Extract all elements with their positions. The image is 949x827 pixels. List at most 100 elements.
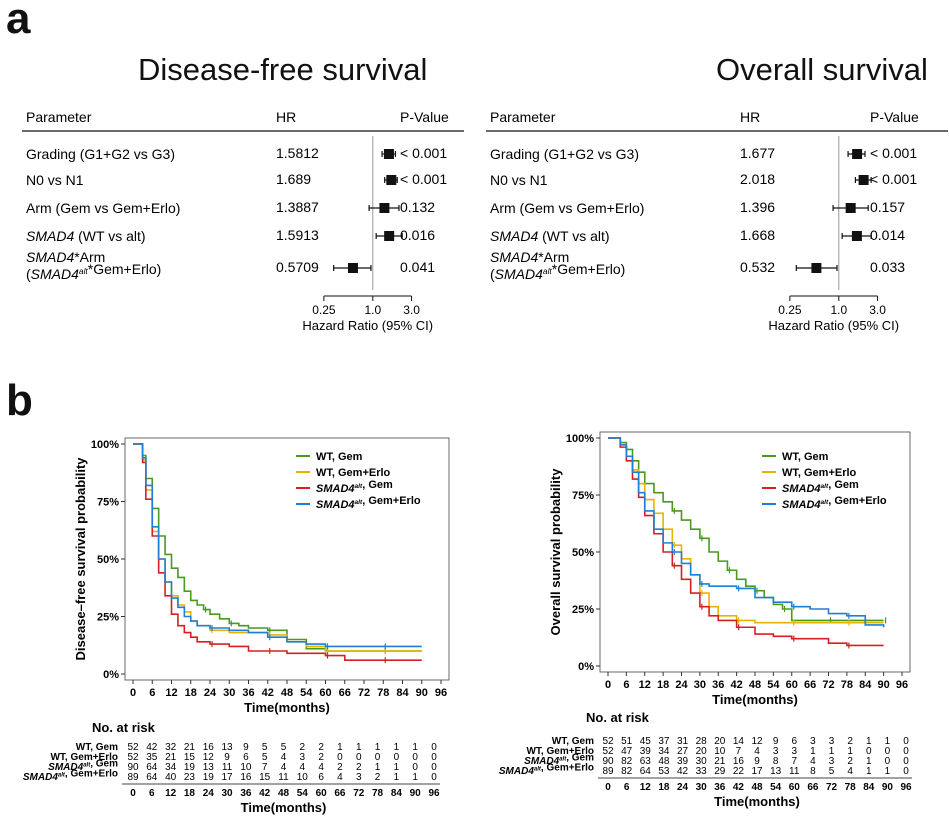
km-curve (608, 437, 884, 622)
risk-count: 30 (696, 756, 708, 767)
row-hr: 1.677 (740, 145, 775, 161)
risk-count: 11 (789, 766, 800, 777)
risk-count: 8 (810, 766, 816, 777)
risk-x-tick-label: 18 (658, 782, 670, 793)
km-x-tick-label: 24 (204, 687, 217, 699)
km-x-tick-label: 24 (675, 679, 688, 691)
risk-count: 1 (394, 772, 400, 783)
risk-x-tick-label: 90 (882, 782, 894, 793)
forest-x-label: Hazard Ratio (95% CI) (302, 318, 433, 333)
risk-x-tick-label: 60 (789, 782, 801, 793)
row-p-value: 0.014 (870, 227, 905, 243)
risk-count: 17 (751, 766, 763, 777)
km-x-tick-label: 72 (822, 679, 834, 691)
risk-count: 0 (412, 752, 418, 763)
risk-row-label: SMAD4alt, Gem (48, 759, 118, 774)
risk-count: 89 (127, 772, 139, 783)
risk-count: 1 (829, 746, 835, 757)
header-p-value: P-Value (870, 109, 919, 125)
risk-x-tick-label: 66 (334, 788, 346, 799)
risk-count: 1 (866, 736, 872, 747)
row-hr: 0.5709 (276, 259, 319, 275)
km-legend-label: SMAD4alt, Gem (782, 479, 859, 495)
risk-count: 2 (375, 772, 381, 783)
risk-count: 39 (677, 756, 689, 767)
risk-x-tick-label: 90 (410, 788, 422, 799)
row-label: SMAD4*Arm (490, 249, 569, 265)
risk-x-tick-label: 78 (372, 788, 384, 799)
km-y-tick-label: 50% (97, 554, 119, 566)
row-p-value: 0.033 (870, 259, 905, 275)
risk-x-tick-label: 30 (696, 782, 708, 793)
risk-count: 2 (356, 762, 362, 773)
risk-count: 1 (810, 746, 816, 757)
risk-count: 3 (829, 736, 835, 747)
risk-count: 10 (240, 762, 252, 773)
risk-count: 6 (791, 736, 797, 747)
km-plot-frame (599, 431, 911, 673)
risk-x-tick-label: 54 (770, 782, 782, 793)
risk-x-tick-label: 36 (240, 788, 252, 799)
risk-count: 0 (885, 756, 891, 767)
row-p-value: < 0.001 (400, 145, 447, 161)
risk-count: 0 (337, 752, 343, 763)
risk-x-axis-label: Time(months) (241, 800, 327, 815)
risk-count: 34 (165, 762, 177, 773)
km-x-tick-label: 96 (896, 679, 908, 691)
risk-count: 48 (658, 756, 670, 767)
risk-x-tick-label: 6 (149, 788, 155, 799)
row-label: Arm (Gem vs Gem+Erlo) (26, 200, 180, 216)
km-x-tick-label: 30 (223, 687, 235, 699)
risk-count: 10 (297, 772, 309, 783)
row-hr: 1.3887 (276, 199, 319, 215)
header-p-value: P-Value (400, 109, 449, 125)
row-hr: 0.532 (740, 259, 775, 275)
km-x-tick-label: 48 (749, 679, 761, 691)
row-p-value: 0.157 (870, 199, 905, 215)
risk-count: 2 (847, 756, 853, 767)
km-y-tick-label: 0% (578, 661, 594, 673)
risk-count: 82 (621, 756, 633, 767)
km-x-tick-label: 72 (358, 687, 370, 699)
forest-tick-label: 1.0 (364, 303, 381, 317)
risk-count: 0 (375, 752, 381, 763)
row-p-value: < 0.001 (870, 171, 917, 187)
km-plot-frame (124, 437, 450, 681)
forest-plot-dfs: Parameter HR P-Value Grading (G1+G2 vs G3) 1… (22, 109, 464, 333)
risk-count: 4 (281, 752, 287, 763)
risk-count: 64 (640, 766, 652, 777)
risk-count: 21 (714, 756, 726, 767)
risk-count: 52 (127, 752, 139, 763)
risk-x-tick-label: 96 (428, 788, 440, 799)
km-x-tick-label: 90 (416, 687, 428, 699)
risk-title: No. at risk (92, 720, 156, 735)
risk-x-tick-label: 12 (165, 788, 177, 799)
row-p-value: < 0.001 (400, 171, 447, 187)
risk-count: 4 (281, 762, 287, 773)
risk-count: 0 (903, 766, 909, 777)
km-x-tick-label: 42 (731, 679, 743, 691)
risk-count: 82 (621, 766, 633, 777)
header-parameter: Parameter (26, 109, 92, 125)
risk-x-tick-label: 72 (353, 788, 365, 799)
risk-x-tick-label: 30 (222, 788, 234, 799)
row-p-value: < 0.001 (870, 145, 917, 161)
risk-table-os: No. at risk WT, Gem 52 51 45 37 31 28 20 14 12 9 6 3 3… (470, 706, 949, 822)
hr-estimate-box (851, 231, 862, 241)
risk-count: 2 (318, 742, 324, 753)
risk-count: 1 (337, 742, 343, 753)
risk-count: 20 (714, 736, 726, 747)
risk-x-tick-label: 18 (184, 788, 196, 799)
risk-count: 89 (602, 766, 614, 777)
risk-x-tick-label: 24 (203, 788, 215, 799)
risk-table-dfs: No. at risk WT, Gem 52 42 32 21 16 13 9 5 5 2 2 1 1 1 1 1… (0, 718, 470, 822)
km-x-tick-label: 42 (262, 687, 274, 699)
km-x-tick-label: 96 (435, 687, 447, 699)
hr-estimate-box (852, 149, 863, 159)
hr-estimate-box (383, 149, 394, 159)
km-legend-label: SMAD4alt, Gem+Erlo (782, 495, 887, 511)
risk-count: 3 (791, 746, 797, 757)
risk-row-label: WT, Gem (552, 736, 594, 747)
header-hr: HR (740, 109, 760, 125)
risk-row-label: SMAD4alt, Gem+Erlo (499, 763, 594, 778)
